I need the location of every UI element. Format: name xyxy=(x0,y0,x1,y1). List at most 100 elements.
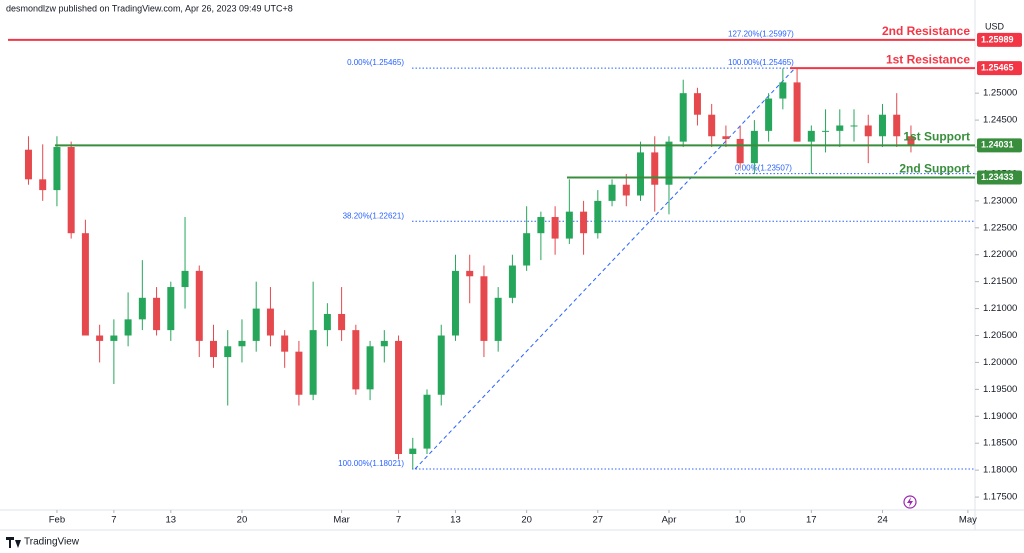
candle-body xyxy=(622,184,630,196)
x-tick-label: Apr xyxy=(662,515,677,526)
x-tick-label: Mar xyxy=(333,515,349,526)
y-tick-label: 1.19500 xyxy=(983,384,1017,395)
brand-logo xyxy=(6,537,21,548)
event-icon-bolt xyxy=(907,497,913,507)
candle-body xyxy=(167,287,175,331)
x-tick-label: Feb xyxy=(49,515,65,526)
y-tick-label: 1.22000 xyxy=(983,249,1017,260)
x-tick-label: 13 xyxy=(166,515,177,526)
y-tick-label: 1.20500 xyxy=(983,330,1017,341)
candle-body xyxy=(295,351,303,395)
candle-body xyxy=(224,346,232,358)
candle-body xyxy=(736,138,744,164)
candle-body xyxy=(352,330,360,390)
candle-body xyxy=(508,265,516,298)
candle-body xyxy=(266,308,274,336)
candle-body xyxy=(210,340,218,358)
y-tick-label: 1.24500 xyxy=(983,115,1017,126)
candle-body xyxy=(110,335,118,341)
candle-body xyxy=(195,270,203,341)
candle-body xyxy=(338,313,346,331)
price-tag-label: 1.25465 xyxy=(981,63,1014,73)
price-tag-label: 1.23433 xyxy=(981,172,1014,182)
x-tick-label: 20 xyxy=(237,515,248,526)
candle-body xyxy=(423,394,431,449)
fib-trend-line xyxy=(414,67,796,470)
candle-body xyxy=(807,130,815,142)
candle-body xyxy=(309,330,317,395)
fib-label: 100.00%(1.25465) xyxy=(728,58,794,67)
candle-body xyxy=(708,114,716,137)
y-tick-label: 1.18500 xyxy=(983,438,1017,449)
y-tick-label: 1.21000 xyxy=(983,303,1017,314)
candle-body xyxy=(238,340,246,347)
y-tick-label: 1.25000 xyxy=(983,88,1017,99)
candle-body xyxy=(81,233,89,336)
y-tick-label: 1.18000 xyxy=(983,465,1017,476)
candle-body xyxy=(551,217,559,239)
candle-body xyxy=(252,308,260,341)
candle-body xyxy=(437,335,445,395)
candle-body xyxy=(580,211,588,234)
brand: TradingView xyxy=(24,537,80,548)
fib-label: 0.00%(1.23507) xyxy=(735,164,792,173)
candle-body xyxy=(893,114,901,137)
candle-body xyxy=(67,147,75,234)
candle-body xyxy=(637,152,645,196)
y-tick-label: 1.22500 xyxy=(983,222,1017,233)
price-tag-label: 1.25989 xyxy=(981,34,1014,44)
candle-body xyxy=(822,130,830,132)
candle-body xyxy=(750,130,758,164)
x-tick-label: 10 xyxy=(735,515,746,526)
candle-body xyxy=(836,125,844,131)
level-name: 2nd Support xyxy=(899,162,970,176)
x-tick-label: May xyxy=(959,515,977,526)
candle-body xyxy=(665,141,673,185)
candle-body xyxy=(181,270,189,288)
candle-body xyxy=(409,448,417,454)
candle-body xyxy=(722,136,730,139)
candle-body xyxy=(124,319,132,336)
candle-body xyxy=(380,340,388,347)
fib-label: 127.20%(1.25997) xyxy=(728,30,794,39)
candle-body xyxy=(281,335,289,352)
price-tag xyxy=(977,170,1022,185)
candle-body xyxy=(366,346,374,390)
candle-body xyxy=(24,149,32,180)
currency: USD xyxy=(985,21,1005,31)
price-tag xyxy=(977,61,1022,76)
y-tick-label: 1.17500 xyxy=(983,492,1017,503)
candle-body xyxy=(651,152,659,185)
price-tag xyxy=(977,32,1022,47)
y-tick-label: 1.19000 xyxy=(983,411,1017,422)
fib-label: 38.20%(1.22621) xyxy=(343,211,405,220)
candle-body xyxy=(793,82,801,142)
candle-body xyxy=(96,335,104,341)
level-name: 1st Resistance xyxy=(886,52,970,66)
x-tick-label: 20 xyxy=(521,515,532,526)
x-tick-label: 17 xyxy=(806,515,817,526)
candle-body xyxy=(907,136,915,146)
x-tick-label: 24 xyxy=(877,515,888,526)
fib-label: 100.00%(1.18021) xyxy=(338,459,404,468)
candle-body xyxy=(153,297,161,331)
candle-body xyxy=(53,147,61,191)
candle-body xyxy=(779,82,787,99)
level-name: 2nd Resistance xyxy=(882,24,970,38)
candle-body xyxy=(494,297,502,341)
candle-body xyxy=(878,114,886,137)
x-tick-label: 13 xyxy=(450,515,461,526)
candle-body xyxy=(395,340,403,454)
candle-body xyxy=(765,98,773,131)
y-tick-label: 1.21500 xyxy=(983,276,1017,287)
fib-label: 0.00%(1.25465) xyxy=(347,58,404,67)
price-tag-label: 1.24031 xyxy=(981,140,1014,150)
publisher-header: desmondlzw published on TradingView.com,… xyxy=(6,3,293,13)
candle-body xyxy=(594,200,602,234)
candle-body xyxy=(451,270,459,336)
event-icon[interactable] xyxy=(903,495,917,509)
level-name: 1st Support xyxy=(903,130,970,144)
candle-body xyxy=(523,233,531,266)
candle-body xyxy=(608,184,616,201)
